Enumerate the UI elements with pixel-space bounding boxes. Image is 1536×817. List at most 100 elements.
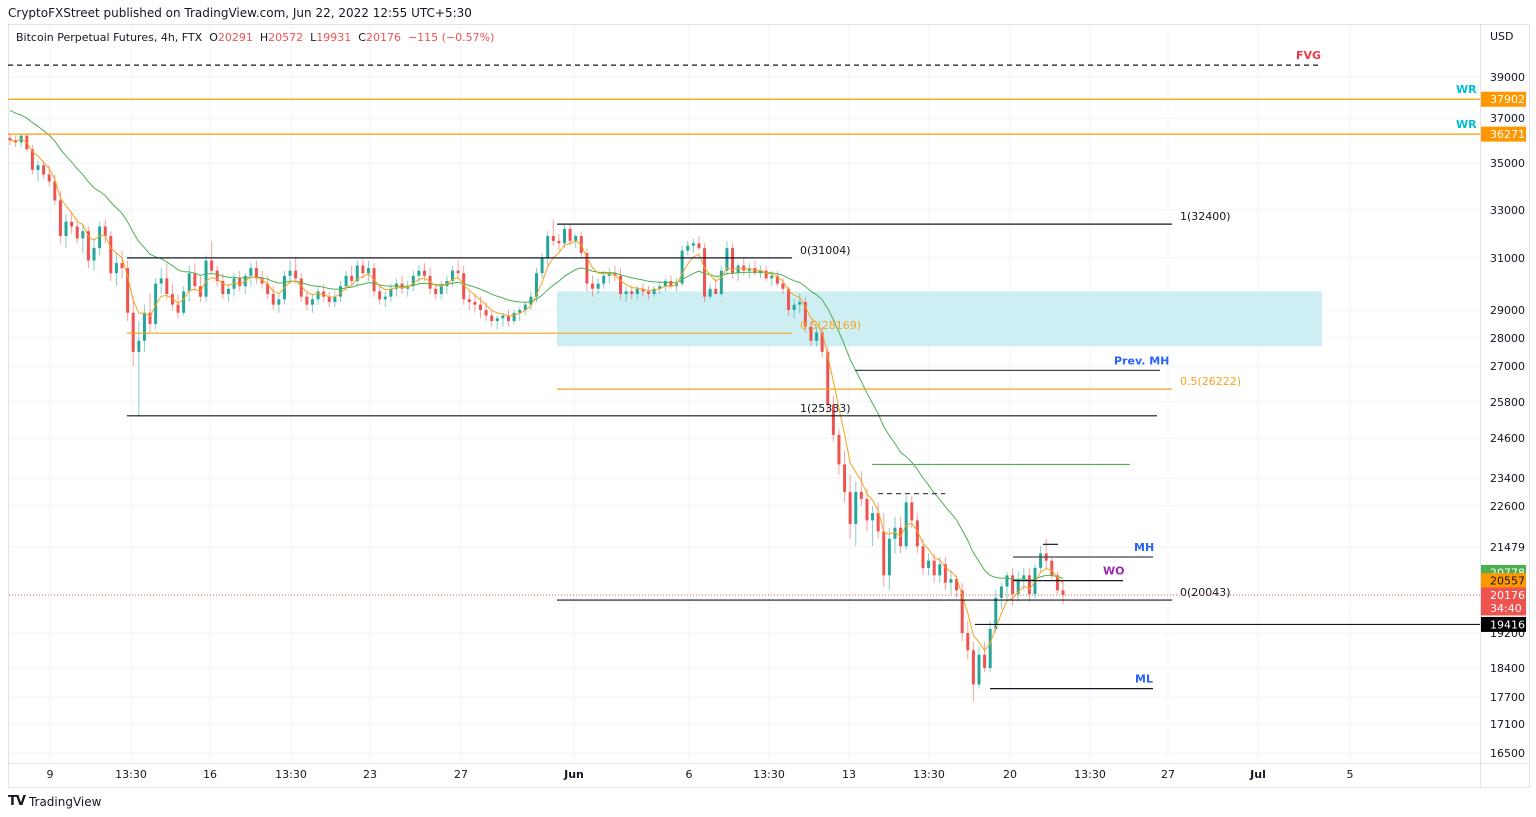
candle-body bbox=[249, 268, 253, 276]
price-tick-label: 23400 bbox=[1490, 472, 1525, 485]
annotation-label: ML bbox=[1135, 673, 1153, 686]
price-badge-value: 36271 bbox=[1490, 128, 1525, 141]
symbol-name: Bitcoin Perpetual Futures, 4h, FTX bbox=[16, 31, 203, 44]
time-tick-label: 6 bbox=[686, 768, 693, 781]
candle-body bbox=[641, 288, 645, 292]
candle-body bbox=[36, 165, 40, 170]
candle-body bbox=[86, 231, 90, 261]
candle-body bbox=[742, 265, 746, 271]
price-tick-label: 37000 bbox=[1490, 112, 1525, 125]
candle-body bbox=[450, 270, 454, 281]
candle-body bbox=[966, 633, 970, 651]
candle-body bbox=[523, 304, 527, 310]
high-label: H bbox=[259, 31, 269, 44]
time-tick-label: 13:30 bbox=[115, 768, 147, 781]
candle-body bbox=[1039, 553, 1043, 568]
candle-body bbox=[596, 283, 600, 289]
open-label: O bbox=[209, 31, 218, 44]
candle-body bbox=[193, 273, 197, 287]
candle-body bbox=[366, 268, 370, 274]
candle-body bbox=[568, 228, 572, 241]
candle-body bbox=[467, 299, 471, 302]
candle-body bbox=[299, 278, 303, 297]
candle-body bbox=[1061, 590, 1065, 595]
candle-body bbox=[999, 586, 1003, 598]
candle-body bbox=[30, 149, 34, 170]
candle-body bbox=[747, 268, 751, 271]
low-value: 19931 bbox=[316, 31, 352, 44]
candle-body bbox=[871, 513, 875, 521]
candle-body bbox=[859, 491, 863, 499]
time-tick-label: 5 bbox=[1347, 768, 1354, 781]
candle-body bbox=[635, 288, 639, 295]
price-tick-label: 22600 bbox=[1490, 500, 1525, 513]
candle-body bbox=[658, 286, 662, 289]
candle-body bbox=[215, 270, 219, 281]
candle-body bbox=[277, 299, 281, 305]
candle-body bbox=[254, 268, 258, 279]
candle-body bbox=[1005, 575, 1009, 587]
candle-body bbox=[333, 296, 337, 302]
candle-body bbox=[338, 286, 342, 297]
price-tick-label: 16500 bbox=[1490, 747, 1525, 760]
candle-body bbox=[126, 268, 130, 313]
candle-body bbox=[137, 340, 141, 352]
high-value: 20572 bbox=[268, 31, 304, 44]
price-tick-label: 33000 bbox=[1490, 204, 1525, 217]
candle-body bbox=[378, 291, 382, 300]
candle-body bbox=[798, 301, 802, 305]
candle-body bbox=[305, 296, 309, 305]
candle-body bbox=[815, 332, 819, 341]
candle-body bbox=[70, 221, 74, 227]
change-value: −115 (−0.57%) bbox=[407, 31, 495, 44]
supply-zone bbox=[557, 291, 1322, 347]
candle-body bbox=[316, 291, 320, 300]
candle-body bbox=[456, 270, 460, 274]
candle-body bbox=[389, 288, 393, 297]
candle-body bbox=[165, 278, 169, 295]
annotation-label: WR bbox=[1456, 83, 1477, 96]
candle-body bbox=[843, 464, 847, 492]
candle-body bbox=[434, 288, 438, 295]
price-badge bbox=[1481, 91, 1526, 107]
countdown-timer: 34:40 bbox=[1490, 602, 1522, 615]
candle-body bbox=[725, 248, 729, 271]
annotation-label: 0(20043) bbox=[1180, 586, 1231, 599]
candle-body bbox=[915, 520, 919, 547]
time-tick-label: 13:30 bbox=[1074, 768, 1106, 781]
candle-body bbox=[837, 434, 841, 465]
candle-body bbox=[731, 248, 735, 274]
candle-body bbox=[697, 243, 701, 249]
publisher-line: CryptoFXStreet published on TradingView.… bbox=[8, 6, 472, 20]
candle-body bbox=[344, 275, 348, 287]
annotation-label: 0.5(26222) bbox=[1180, 375, 1241, 388]
tradingview-logo[interactable]: TV TradingView bbox=[8, 794, 101, 809]
price-tick-label: 29000 bbox=[1490, 304, 1525, 317]
annotation-label: 1(25333) bbox=[800, 402, 851, 415]
candle-body bbox=[792, 304, 796, 310]
candle-body bbox=[994, 597, 998, 630]
candle-body bbox=[652, 288, 656, 295]
close-label: C bbox=[358, 31, 366, 44]
candle-body bbox=[910, 502, 914, 521]
candle-body bbox=[518, 310, 522, 313]
candle-body bbox=[1055, 575, 1059, 591]
candle-body bbox=[170, 294, 174, 305]
chart-frame bbox=[8, 24, 1530, 788]
candle-body bbox=[893, 527, 897, 539]
candle-body bbox=[422, 270, 426, 276]
candle-body bbox=[585, 253, 589, 284]
candle-body bbox=[988, 629, 992, 668]
candle-body bbox=[882, 531, 886, 576]
candle-body bbox=[176, 304, 180, 313]
candle-body bbox=[182, 291, 186, 313]
candle-body bbox=[943, 564, 947, 583]
candle-body bbox=[809, 326, 813, 341]
candle-body bbox=[551, 236, 555, 241]
candle-body bbox=[361, 265, 365, 274]
candle-body bbox=[876, 513, 880, 532]
candle-body bbox=[803, 301, 807, 327]
price-tick-label: 31000 bbox=[1490, 252, 1525, 265]
price-badge-value: 37902 bbox=[1490, 93, 1525, 106]
